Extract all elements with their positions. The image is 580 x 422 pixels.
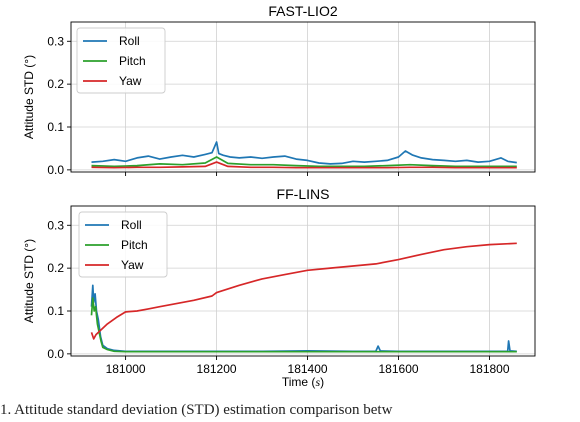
ff-lins-y-ticks: 0.0 0.1 0.2 0.3 [47, 218, 71, 361]
fast-lio2-legend-label-yaw: Yaw [119, 74, 142, 88]
fast-lio2-legend-label-pitch: Pitch [119, 54, 146, 68]
ff-lins-x-ticks: 181000 181200 181400 181600 181800 [106, 356, 510, 376]
ff-lins-legend-label-yaw: Yaw [121, 258, 144, 272]
ff-lins-xtick-label: 181800 [469, 362, 509, 376]
ff-lins-ytick-label: 0.0 [47, 347, 64, 361]
ff-lins-ytick-label: 0.2 [47, 261, 64, 275]
fast-lio2-ytick-label: 0.3 [47, 34, 64, 48]
figure-caption: 1. Attitude standard deviation (STD) est… [0, 402, 393, 418]
fast-lio2-title: FAST-LIO2 [268, 3, 337, 19]
ff-lins-xtick-label: 181200 [197, 362, 237, 376]
fast-lio2-series [91, 141, 517, 169]
ff-lins-xtick-label: 181000 [106, 362, 146, 376]
ff-lins-legend-label-pitch: Pitch [121, 238, 148, 252]
ff-lins-legend-box [78, 211, 168, 278]
ff-lins-yaw-line [90, 242, 517, 340]
ff-lins-ytick-label: 0.1 [47, 304, 64, 318]
ff-lins-series [90, 242, 517, 353]
ff-lins-legend: Roll Pitch Yaw [78, 211, 168, 278]
ff-lins-ytick-label: 0.3 [47, 218, 64, 232]
fast-lio2-frame [70, 21, 536, 173]
fast-lio2-legend-box [76, 27, 166, 94]
ff-lins-ylabel: Attitude STD (°) [22, 239, 36, 323]
ff-lins-pitch-line [90, 297, 517, 353]
ff-lins-xtick-label: 181400 [288, 362, 328, 376]
ff-lins-xlabel: Time (s) [282, 375, 324, 389]
fast-lio2-y-ticks: 0.0 0.1 0.2 0.3 [47, 34, 71, 177]
fast-lio2-ytick-label: 0.0 [47, 163, 64, 177]
ff-lins-panel: 0.00.10.20.3 181000 181200 181400 181600 181… [22, 186, 536, 389]
fast-lio2-x-ticks [125, 172, 490, 176]
ff-lins-legend-label-roll: Roll [121, 218, 142, 232]
fast-lio2-panel: 0.00.10.20.3 FAST-LIO2 Attitude STD (°) … [22, 3, 536, 177]
fast-lio2-ytick-label: 0.2 [47, 77, 64, 91]
fast-lio2-legend-label-roll: Roll [119, 34, 140, 48]
ff-lins-frame [70, 205, 536, 357]
fast-lio2-roll-line [91, 141, 517, 165]
fast-lio2-yaw-line [91, 161, 517, 169]
fast-lio2-pitch-line [91, 156, 517, 168]
ff-lins-title: FF-LINS [277, 186, 330, 202]
fast-lio2-ytick-label: 0.1 [47, 120, 64, 134]
ff-lins-xtick-label: 181600 [379, 362, 419, 376]
fast-lio2-legend: Roll Pitch Yaw [76, 27, 166, 94]
fast-lio2-ylabel: Attitude STD (°) [22, 55, 36, 139]
